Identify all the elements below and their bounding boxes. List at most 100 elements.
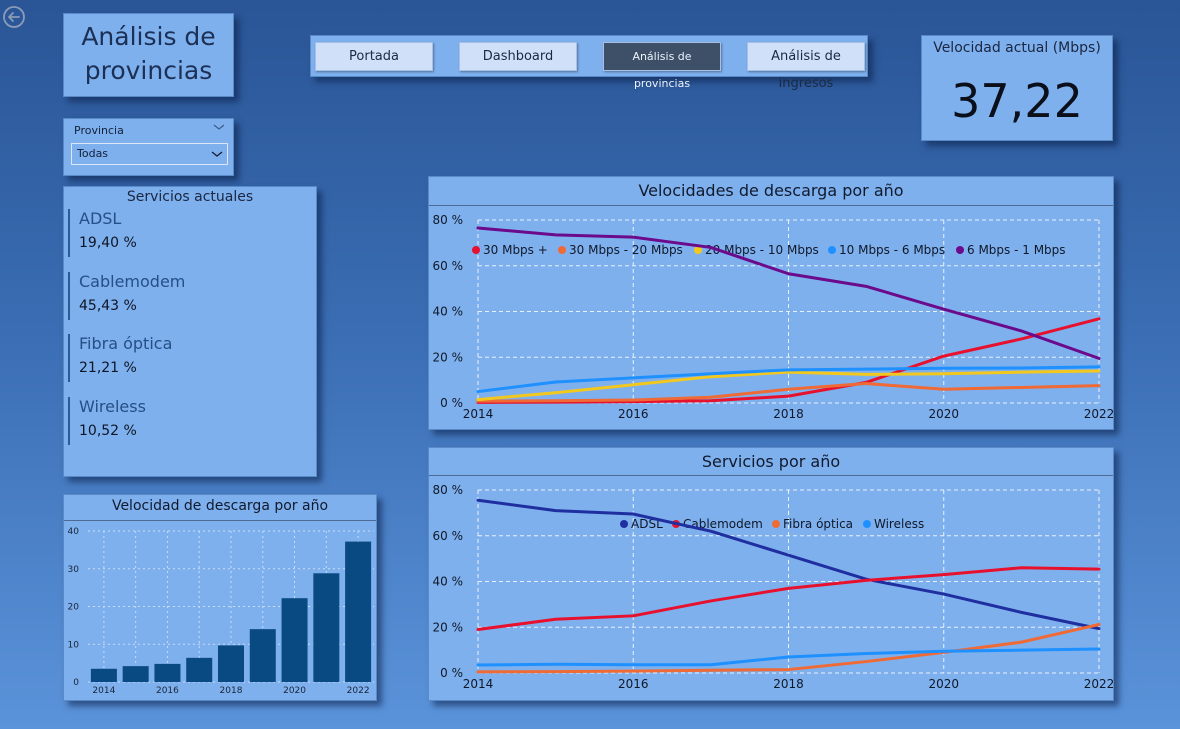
x-tick-label: 2022 [1084,407,1113,421]
legend-marker [863,520,871,528]
bar-2014 [90,668,117,682]
nav-analisis-ingresos-button[interactable]: Análisis de ingresos [747,42,865,91]
nav-analisis-provincias-button[interactable]: Análisis de provincias [603,42,721,90]
page-title: Análisis de provincias [81,22,216,85]
series-line-30-mbps-20-mbps [476,382,1101,403]
navigation-bar: Portada Dashboard Análisis de provincias… [310,35,868,91]
series-line-wireless [476,647,1101,667]
legend-label: Fibra óptica [783,517,853,531]
services-chart-canvas: 0 % 20 % 40 % 60 % 80 % 2014 2016 2018 2020 2022 A… [433,483,1114,691]
x-tick-label: 2014 [463,677,494,691]
current-speed-label: Velocidad actual (Mbps) [933,40,1101,56]
current-speed-value: 37,22 [951,74,1083,128]
series-line-6-mbps-1-mbps [476,226,1101,360]
services-chart-title: Servicios por año [701,452,841,471]
service-percent: 19,40 % [79,235,137,251]
y-tick-label: 60 % [433,529,464,543]
y-tick-label: 40 % [433,305,464,319]
bar-2018 [218,645,244,682]
x-tick-label: 2016 [618,407,649,421]
service-percent: 10,52 % [79,423,137,439]
y-tick-label: 20 [68,603,80,613]
current-services-title: Servicios actuales [126,189,254,205]
y-tick-label: 60 % [433,259,464,273]
page-title-card: Análisis de provincias [63,13,234,97]
series-line-adsl [476,498,1101,631]
province-slicer-label: Provincia [74,124,124,137]
download-speeds-line-chart: Velocidades de descarga por año 0 % 20 % 4… [428,176,1114,430]
x-tick-label: 2022 [347,686,370,696]
legend-label: 6 Mbps - 1 Mbps [967,243,1066,257]
x-tick-label: 2018 [773,407,804,421]
legend-label: Wireless [874,517,924,531]
speeds-chart-title: Velocidades de descarga por año [638,181,904,200]
legend-marker [558,246,566,254]
province-slicer: Provincia Todas [63,118,234,176]
bar-2020 [281,598,308,682]
province-dropdown-value: Todas [77,147,109,160]
speed-by-year-bar-chart: Velocidad de descarga por año 0 10 20 30 40 2… [63,494,377,701]
province-dropdown[interactable]: Todas [71,143,228,165]
service-item: Fibra óptica 21,21 % [68,334,268,382]
x-tick-label: 2018 [773,677,804,691]
legend-label: ADSL [631,517,663,531]
series-line-20-mbps-10-mbps [476,369,1101,402]
x-tick-label: 2018 [220,686,243,696]
service-item: Wireless 10,52 % [68,397,268,445]
service-name: Cablemodem [79,272,186,291]
x-tick-label: 2022 [1084,677,1113,691]
legend-marker [620,520,628,528]
service-percent: 45,43 % [79,298,137,314]
legend-label: 30 Mbps - 20 Mbps [569,243,683,257]
service-name: ADSL [79,209,122,228]
bar-2022 [345,541,372,682]
series-line-10-mbps-6-mbps [476,365,1101,394]
y-tick-label: 80 % [433,483,464,497]
title-divider [64,520,376,521]
service-name: Fibra óptica [79,334,173,353]
nav-portada-button[interactable]: Portada [315,42,433,71]
legend-marker [956,246,964,254]
title-divider [429,475,1113,476]
legend-label: 20 Mbps - 10 Mbps [705,243,819,257]
bar-2021 [313,573,340,682]
y-tick-label: 0 % [440,396,463,410]
current-speed-card: Velocidad actual (Mbps) 37,22 [921,35,1113,141]
y-tick-label: 20 % [433,350,464,364]
y-tick-label: 40 [68,527,80,537]
legend-label: 10 Mbps - 6 Mbps [839,243,945,257]
legend-label: Cablemodem [683,517,763,531]
bar-chart-title: Velocidad de descarga por año [111,498,329,514]
x-tick-label: 2020 [928,677,959,691]
y-tick-label: 20 % [433,620,464,634]
legend-marker [472,246,480,254]
services-by-year-line-chart: Servicios por año 0 % 20 % 40 % 60 % 80 % 201… [428,447,1114,701]
x-tick-label: 2020 [928,407,959,421]
bar-2016 [154,663,181,682]
x-tick-label: 2016 [618,677,649,691]
x-tick-label: 2014 [463,407,494,421]
legend-marker [772,520,780,528]
chevron-down-icon[interactable] [213,122,225,132]
x-tick-label: 2014 [92,686,115,696]
bar-2015 [122,666,149,682]
current-services-card: Servicios actuales ADSL 19,40 % Cablemod… [63,186,317,477]
service-name: Wireless [79,397,146,416]
back-arrow-icon[interactable] [2,5,26,29]
speeds-chart-canvas: 0 % 20 % 40 % 60 % 80 % 2014 2016 2018 2020 2022 3… [433,213,1114,421]
legend-label: 30 Mbps + [483,243,548,257]
bar-2019 [249,629,276,682]
legend-marker [828,246,836,254]
y-tick-label: 80 % [433,213,464,227]
service-item: ADSL 19,40 % [68,209,268,257]
x-tick-label: 2016 [156,686,179,696]
nav-dashboard-button[interactable]: Dashboard [459,42,577,71]
legend-marker [694,246,702,254]
service-percent: 21,21 % [79,360,137,376]
y-tick-label: 10 [68,640,80,650]
x-tick-label: 2020 [283,686,306,696]
bar-chart-canvas: 0 10 20 30 40 2014 2016 2018 2020 2022 [68,527,374,696]
bar-2017 [186,657,213,682]
series-line-cablemodem [476,566,1101,632]
title-divider [429,205,1113,206]
